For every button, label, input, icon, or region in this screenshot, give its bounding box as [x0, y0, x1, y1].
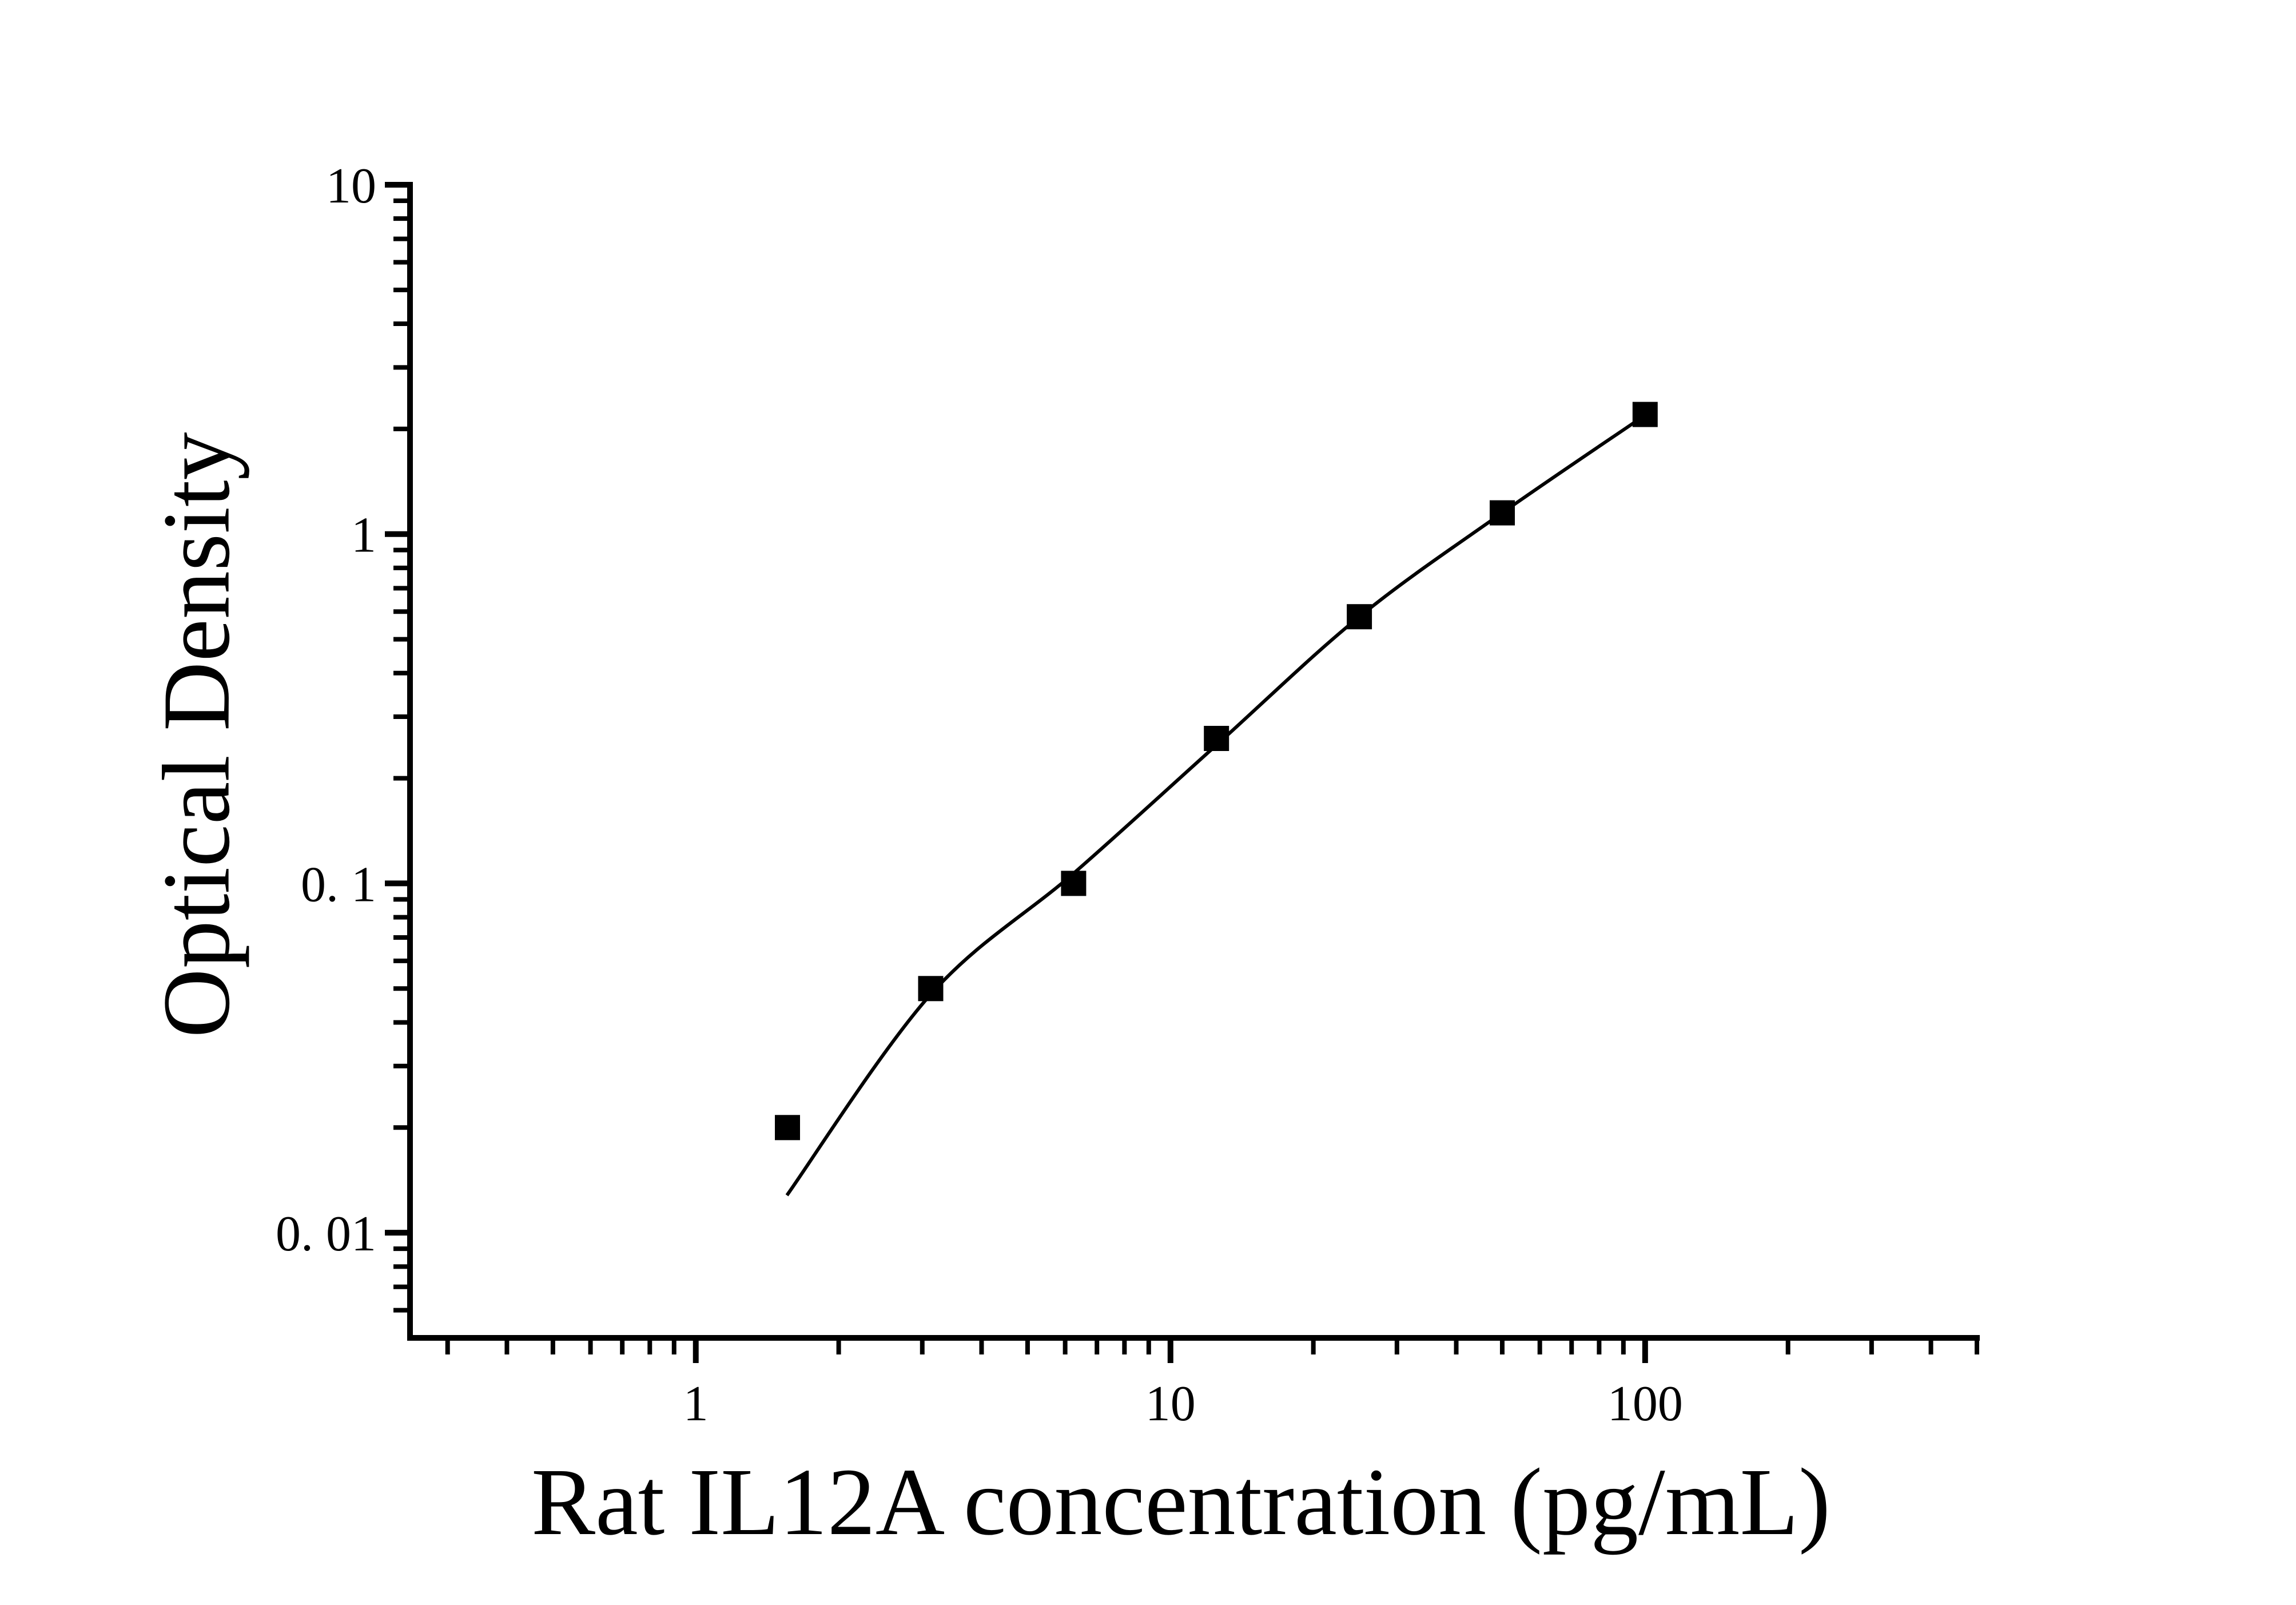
- data-point-marker: [1347, 604, 1372, 630]
- x-tick-label: 10: [1145, 1376, 1196, 1432]
- x-tick-label: 100: [1607, 1376, 1683, 1432]
- data-point-marker: [918, 976, 944, 1002]
- y-axis-title: Optical Density: [143, 432, 250, 1038]
- data-point-marker: [775, 1115, 800, 1141]
- y-tick-label: 10: [326, 158, 376, 214]
- y-tick-label: 0. 1: [301, 857, 376, 912]
- data-point-marker: [1061, 871, 1087, 896]
- y-tick-label: 0. 01: [276, 1206, 376, 1262]
- x-axis-title: Rat IL12A concentration (pg/mL): [531, 1449, 1831, 1555]
- y-tick-label: 1: [351, 508, 376, 563]
- fitted-curve: [785, 414, 1646, 1197]
- data-point-marker: [1632, 402, 1658, 427]
- data-point-marker: [1490, 500, 1515, 526]
- x-tick-label: 1: [683, 1376, 709, 1432]
- data-point-marker: [1204, 726, 1229, 751]
